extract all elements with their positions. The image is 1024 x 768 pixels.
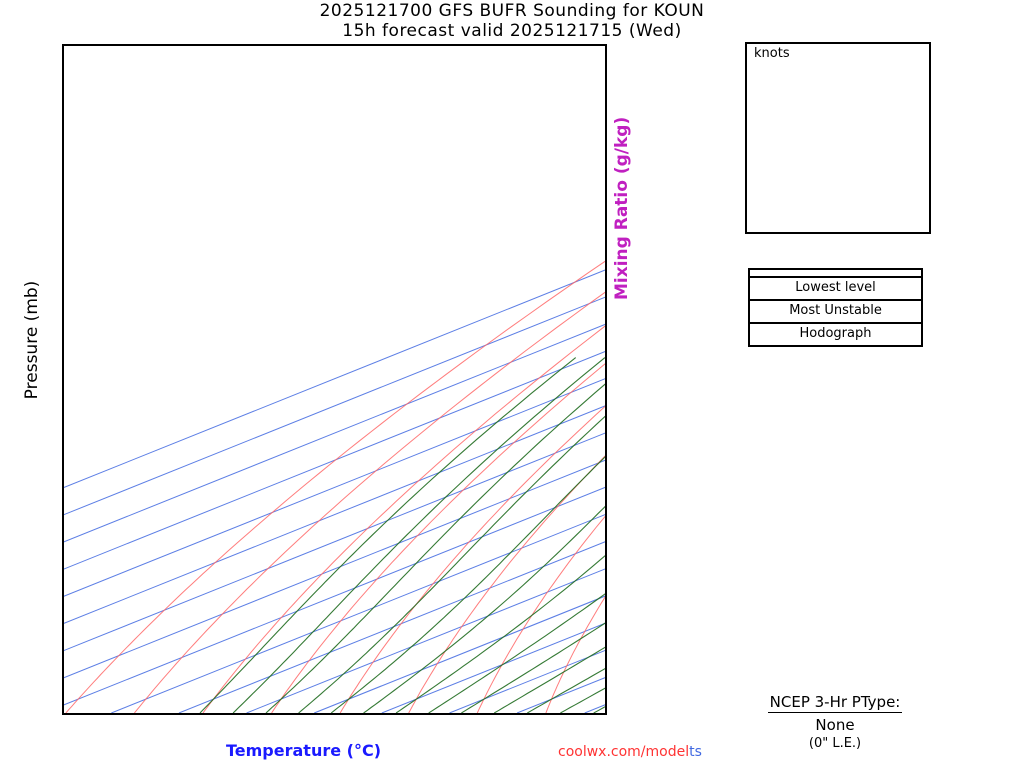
most-unstable-section: Most Unstable xyxy=(750,299,921,322)
sounding-info-table: Lowest level Most Unstable Hodograph xyxy=(748,268,923,347)
watermark: coolwx.com/modelts xyxy=(558,744,702,760)
page-title: 2025121700 GFS BUFR Sounding for KOUN xyxy=(319,1,705,21)
hodograph-stats-section: Hodograph xyxy=(750,322,921,345)
lowest-level-section: Lowest level xyxy=(750,276,921,299)
hodograph-panel[interactable] xyxy=(745,42,931,234)
most-unstable-header: Most Unstable xyxy=(789,303,882,318)
ptype-value: None xyxy=(815,716,855,734)
ptype-liquid-equivalent: (0" L.E.) xyxy=(808,736,862,751)
watermark-suffix: ts xyxy=(689,744,702,760)
mixing-ratio-axis-title: Mixing Ratio (g/kg) xyxy=(612,116,632,300)
hodograph-units-label: knots xyxy=(754,46,790,61)
pressure-axis-title: Pressure (mb) xyxy=(22,280,42,400)
ptype-title: NCEP 3-Hr PType: xyxy=(767,693,903,713)
skewt-diagram[interactable] xyxy=(62,44,607,715)
temperature-axis-title: Temperature (°C) xyxy=(225,741,382,760)
skewt-plot-area xyxy=(64,260,605,713)
lowest-level-header: Lowest level xyxy=(795,280,876,295)
watermark-domain: coolwx.com/model xyxy=(558,744,690,760)
ptype-panel: NCEP 3-Hr PType: None (0" L.E.) xyxy=(742,692,928,751)
hodograph-stats-header: Hodograph xyxy=(799,326,872,341)
page-subtitle: 15h forecast valid 2025121715 (Wed) xyxy=(342,21,682,41)
hodograph-plot xyxy=(747,44,929,232)
